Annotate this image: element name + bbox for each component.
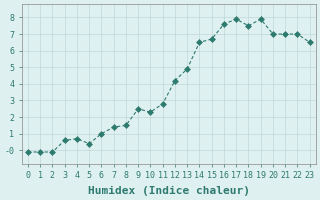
X-axis label: Humidex (Indice chaleur): Humidex (Indice chaleur) <box>88 186 250 196</box>
